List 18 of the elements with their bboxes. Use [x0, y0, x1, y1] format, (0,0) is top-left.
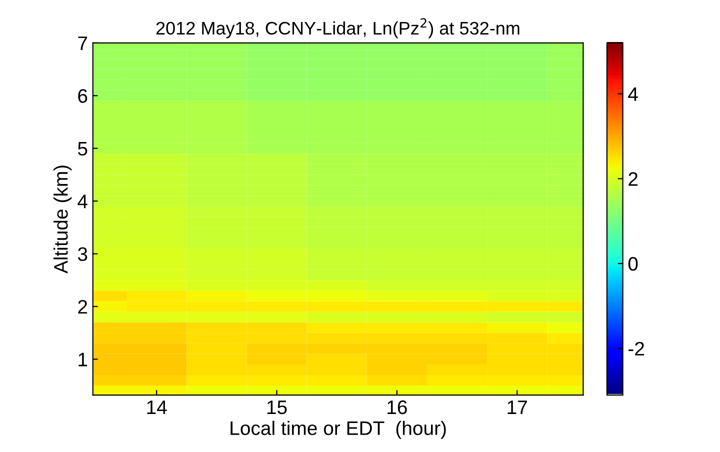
- color-bar-label: -2: [628, 342, 644, 356]
- chart-title: 2012 May18, CCNY-Lidar, Ln(Pz$^{2}$) at 532-nm: [156, 18, 520, 38]
- x-tick-label: 14: [147, 400, 167, 414]
- x-tick-label: 17: [508, 400, 527, 414]
- y-tick-label: 1: [78, 352, 88, 366]
- y-tick-label: 7: [78, 36, 88, 50]
- x-axis-title: Local time or EDT (hour): [230, 420, 446, 439]
- x-tick-label: 16: [388, 400, 407, 414]
- y-axis-title: Altitude (km): [54, 166, 72, 274]
- y-tick-label: 3: [78, 247, 88, 262]
- color-bar-label: 0: [628, 257, 638, 271]
- color-bar-label: 2: [628, 172, 638, 186]
- y-tick-label: 5: [78, 142, 88, 156]
- y-tick-label: 4: [78, 194, 88, 208]
- x-tick-label: 15: [267, 400, 287, 414]
- color-bar-label: 4: [628, 88, 638, 101]
- y-tick-label: 2: [78, 300, 88, 314]
- y-tick-label: 6: [78, 89, 88, 103]
